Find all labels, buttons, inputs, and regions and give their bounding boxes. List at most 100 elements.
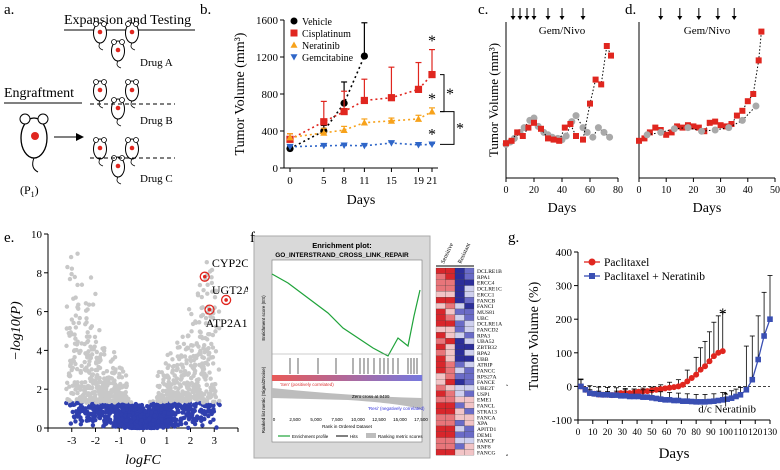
f-heat-cell	[435, 267, 446, 274]
e-point	[199, 391, 204, 396]
f-heat-cell	[464, 408, 475, 415]
d-point-grey	[752, 102, 760, 110]
e-point	[209, 341, 214, 347]
e-point	[70, 357, 76, 363]
g-point-combo	[761, 333, 767, 339]
f-rank-color-cell	[292, 375, 298, 381]
e-point	[78, 404, 84, 409]
f-heat-cell	[445, 302, 456, 310]
e-point	[109, 388, 114, 393]
g-xtick-label: 80	[691, 428, 701, 438]
f-heat-cell	[464, 326, 475, 333]
f-rank-color-cell	[317, 375, 323, 381]
d-point-red	[674, 123, 681, 130]
g-point-combo	[587, 390, 593, 396]
e-point	[91, 390, 96, 396]
e-point	[95, 373, 100, 378]
e-point	[198, 348, 203, 353]
g-point-combo	[644, 394, 651, 400]
d-xtick-label: 50	[770, 185, 780, 196]
f-heat-cell	[445, 338, 456, 345]
g-point-combo	[675, 397, 682, 404]
f-gene-label: APITD1	[477, 427, 496, 433]
f-heat-cell	[464, 302, 475, 310]
f-rank-color-cell	[377, 375, 383, 381]
e-point	[165, 352, 170, 358]
g-point-combo	[737, 392, 744, 398]
f-heat-cell	[454, 425, 465, 432]
b-point	[414, 115, 423, 122]
b-star-4: *	[446, 86, 454, 103]
panel-e-volcano: 0 2 4 6 8 10 -3 -2 -1 0 1 2 3 logFC −log10(P) CYP2C18 UG…	[9, 229, 248, 468]
drug-b-label: Drug B	[140, 115, 173, 127]
f-es-axis-label: Enrichment score (ES)	[261, 295, 266, 341]
f-rank-color-cell	[357, 375, 363, 381]
f-gene-label: ATRIP	[477, 363, 493, 369]
d-xtick-label: 20	[688, 185, 698, 196]
g-dc-arrowhead	[723, 391, 729, 395]
f-rank-color-cell	[407, 375, 413, 381]
e-point	[118, 381, 123, 387]
f-heat-cell	[445, 437, 456, 444]
b-point	[286, 143, 294, 151]
d-xtick-label: 0	[637, 185, 642, 196]
e-point	[120, 369, 126, 374]
f-heat-cell	[464, 314, 475, 321]
e-point	[201, 345, 206, 351]
e-point	[176, 356, 182, 362]
g-xtick-label: 100	[719, 428, 734, 438]
e-point	[170, 364, 176, 369]
e-point-sig	[132, 415, 137, 421]
f-rank-color-cell	[362, 375, 368, 381]
e-point	[147, 425, 152, 430]
e-point	[194, 418, 199, 423]
g-point-paclitaxel	[653, 386, 660, 393]
c-point-red	[508, 137, 515, 144]
d-xtick-label: 40	[743, 185, 753, 196]
f-heat-cell	[435, 402, 446, 409]
c-xtick-label: 80	[613, 185, 623, 196]
f-heat-cell	[454, 443, 465, 450]
g-point-combo	[635, 393, 642, 400]
f-xtick-label: 7,500	[331, 417, 343, 422]
e-point	[119, 399, 124, 404]
e-point	[97, 375, 102, 381]
f-heat-cell	[454, 437, 465, 444]
g-xtick-label: 120	[748, 428, 763, 438]
panel-label-c: c.	[478, 2, 489, 18]
b-xlabel: Days	[347, 193, 376, 208]
g-point-combo	[728, 395, 735, 401]
e-point	[93, 400, 99, 405]
e-point	[161, 373, 166, 378]
e-point	[200, 367, 206, 373]
e-point	[97, 415, 103, 421]
b-series-line-2	[289, 110, 433, 139]
g-point-combo	[733, 393, 739, 400]
f-gene-label: DCLRE1A	[477, 322, 502, 328]
e-point	[176, 422, 181, 428]
f-heat-cell	[435, 326, 446, 333]
d-point-grey	[684, 124, 692, 132]
f-heat-cell	[464, 320, 475, 327]
c-point-red	[608, 52, 614, 59]
e-point	[184, 358, 189, 363]
e-point	[64, 400, 69, 406]
e-point	[191, 366, 197, 371]
c-xtick-label: 0	[504, 185, 509, 196]
b-point	[286, 133, 294, 141]
e-point	[104, 368, 110, 374]
f-heat-cell	[435, 384, 446, 391]
e-point	[189, 380, 195, 386]
e-point	[75, 282, 80, 288]
f-heat-cell	[454, 332, 465, 339]
f-heat-cell	[435, 367, 446, 374]
c-point-grey	[562, 132, 570, 140]
d-point-red	[758, 28, 765, 35]
e-point	[210, 315, 216, 321]
e-point	[190, 343, 195, 348]
b-legend-label: Neratinib	[302, 41, 340, 52]
g-point-combo	[719, 397, 726, 403]
e-point	[203, 335, 208, 341]
f-rank-color-cell	[347, 375, 353, 381]
e-point	[172, 403, 178, 408]
